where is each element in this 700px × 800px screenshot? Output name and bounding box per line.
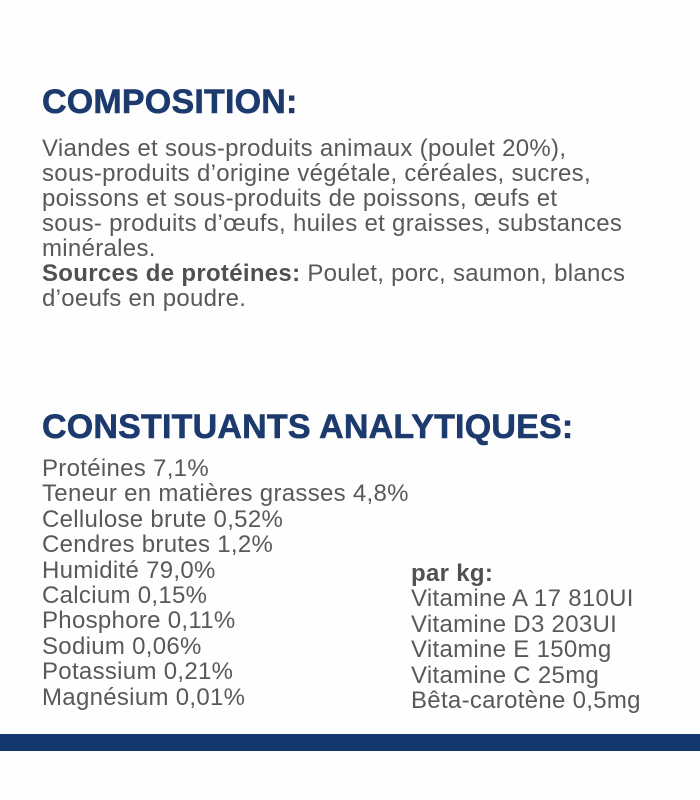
per-kg-block: par kg: Vitamine A 17 810UI Vitamine D3 … [411, 560, 691, 715]
analytical-item: Magnésium 0,01% [42, 683, 246, 711]
per-kg-item: Bêta-carotène 0,5mg [411, 687, 641, 715]
protein-sources-label: Sources de protéines: [42, 260, 301, 287]
analytical-item: Protéines 7,1% [42, 455, 209, 482]
composition-heading: COMPOSITION: [42, 83, 298, 121]
analytical-item: Cellulose brute 0,52% [42, 505, 284, 533]
analytical-item: Cendres brutes 1,2% [42, 531, 274, 559]
analytical-item: Calcium 0,15% [42, 582, 208, 610]
composition-line: sous-produits d’origine végétale, céréal… [42, 160, 591, 187]
composition-line: sous- produits d’œufs, huiles et graisse… [42, 210, 623, 237]
analytical-item: Phosphore 0,11% [42, 607, 236, 635]
composition-line: minérales. [42, 235, 156, 262]
per-kg-item: Vitamine E 150mg [411, 636, 612, 664]
analytical-constituents-list: Protéines 7,1% Teneur en matières grasse… [42, 456, 462, 710]
analytical-item: Humidité 79,0% [42, 556, 216, 584]
analytical-item: Teneur en matières grasses 4,8% [42, 480, 409, 508]
bottom-accent-bar [0, 734, 700, 751]
analytical-item: Sodium 0,06% [42, 632, 202, 660]
protein-sources-value: Poulet, porc, saumon, blancs [300, 260, 626, 287]
per-kg-item: Vitamine C 25mg [411, 661, 600, 689]
composition-paragraph: Viandes et sous-produits animaux (poulet… [42, 136, 687, 311]
analytical-constituents-heading: CONSTITUANTS ANALYTIQUES: [42, 408, 574, 446]
analytical-item: Potassium 0,21% [42, 658, 234, 686]
composition-line: Viandes et sous-produits animaux (poulet… [42, 135, 567, 162]
per-kg-item: Vitamine A 17 810UI [411, 585, 634, 613]
per-kg-item: Vitamine D3 203UI [411, 610, 618, 638]
protein-sources-line-2: d’oeufs en poudre. [42, 285, 247, 312]
composition-line: poissons et sous-produits de poissons, œ… [42, 185, 558, 212]
protein-sources-line: Sources de protéines: Poulet, porc, saum… [42, 261, 687, 286]
per-kg-label: par kg: [411, 560, 494, 587]
